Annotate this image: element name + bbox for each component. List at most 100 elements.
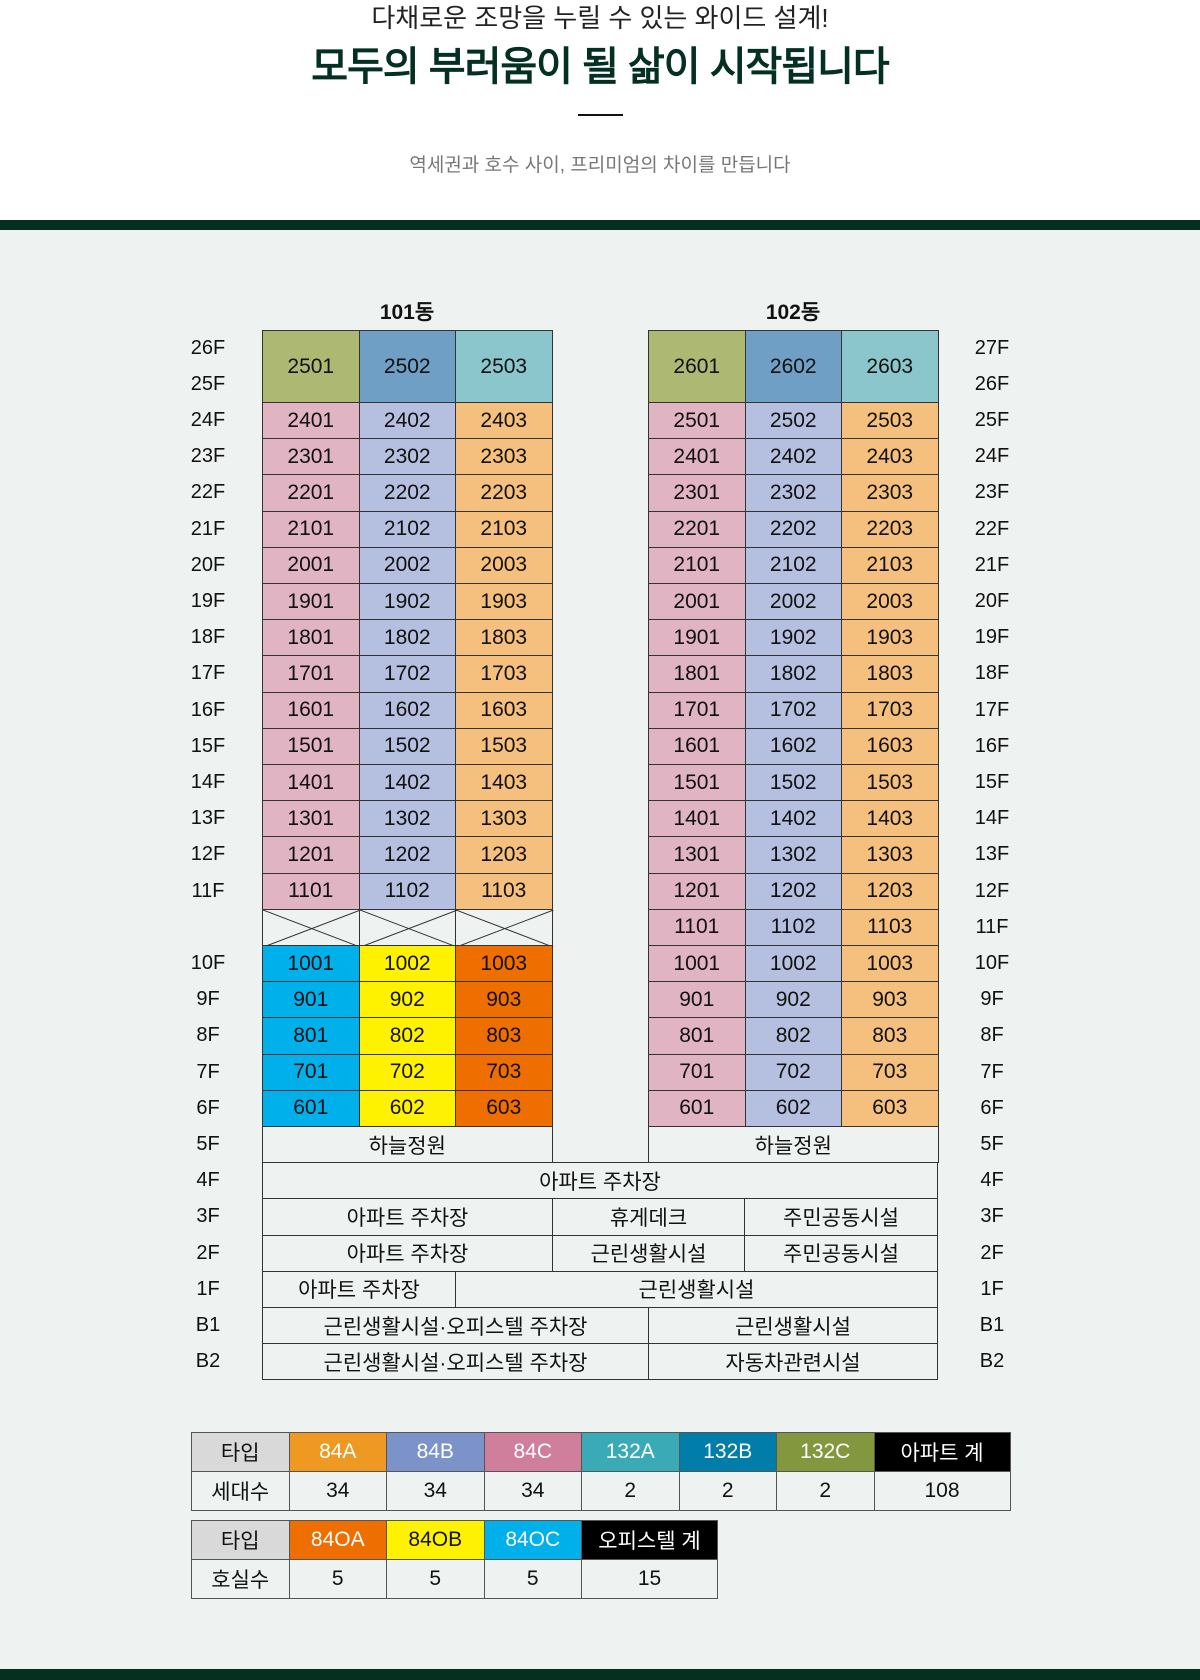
unit-cell: 1903 bbox=[841, 619, 939, 657]
floor-label: 14F bbox=[190, 771, 226, 793]
facility-cell: 휴게데크 bbox=[552, 1198, 745, 1236]
unit-cell: 2101 bbox=[648, 546, 746, 584]
facility-cell: 주민공동시설 bbox=[744, 1198, 938, 1236]
floor-label: 13F bbox=[190, 807, 226, 830]
unit-cell: 1703 bbox=[841, 691, 939, 729]
floor-label: 16F bbox=[190, 698, 226, 721]
unit-cell: 1403 bbox=[455, 764, 553, 802]
floor-label: 21F bbox=[974, 553, 1010, 576]
unit-cell: 802 bbox=[358, 1017, 456, 1055]
floor-label: 13F bbox=[974, 843, 1010, 866]
apartment-table-type: 132B bbox=[678, 1432, 777, 1472]
floor-label: 15F bbox=[190, 734, 226, 757]
unit-cell: 2301 bbox=[648, 474, 746, 512]
unit-cell: 1501 bbox=[262, 727, 360, 765]
unit-cell: 2203 bbox=[841, 510, 939, 548]
unit-cell: 1002 bbox=[358, 945, 456, 983]
floor-label: 27F bbox=[974, 337, 1010, 359]
unit-cell: 2303 bbox=[455, 438, 553, 476]
floor-label: 4F bbox=[196, 1169, 220, 1192]
unit-cell: 1402 bbox=[744, 800, 842, 838]
facility-cell: 근린생활시설 bbox=[648, 1307, 938, 1345]
apartment-table-count: 34 bbox=[483, 1471, 582, 1511]
void-cell bbox=[262, 908, 361, 947]
facility-cell: 자동차관련시설 bbox=[648, 1343, 938, 1381]
unit-cell: 1602 bbox=[358, 691, 456, 729]
unit-cell: 1701 bbox=[648, 691, 746, 729]
apartment-table-type: 132C bbox=[776, 1432, 875, 1472]
floor-label: 25F bbox=[190, 373, 226, 396]
unit-cell: 1703 bbox=[455, 655, 553, 693]
floor-label: 17F bbox=[974, 698, 1010, 721]
unit-cell: 1302 bbox=[744, 836, 842, 874]
unit-cell: 1501 bbox=[648, 764, 746, 802]
unit-cell: 2501 bbox=[262, 330, 360, 403]
facility-cell: 근린생활시설 bbox=[455, 1270, 938, 1308]
floor-label: 9F bbox=[196, 988, 220, 1011]
unit-cell: 702 bbox=[744, 1053, 842, 1091]
unit-cell: 601 bbox=[648, 1089, 746, 1127]
facility-cell: 아파트 주차장 bbox=[262, 1234, 553, 1272]
unit-cell: 1202 bbox=[744, 872, 842, 910]
unit-cell: 1701 bbox=[262, 655, 360, 693]
unit-cell: 802 bbox=[744, 1017, 842, 1055]
officetel-table-total-count: 15 bbox=[581, 1559, 718, 1599]
unit-cell: 1002 bbox=[744, 945, 842, 983]
unit-cell: 1601 bbox=[262, 691, 360, 729]
apartment-table-type: 84B bbox=[386, 1432, 485, 1472]
unit-cell: 1301 bbox=[262, 800, 360, 838]
header-subtitle: 다채로운 조망을 누릴 수 있는 와이드 설계! bbox=[371, 3, 829, 33]
unit-cell: 1901 bbox=[648, 619, 746, 657]
unit-cell: 1201 bbox=[262, 836, 360, 874]
apartment-table-count-label: 세대수 bbox=[191, 1471, 290, 1511]
floor-label: 8F bbox=[196, 1024, 220, 1047]
floor-label: 1F bbox=[980, 1277, 1004, 1300]
unit-cell: 2002 bbox=[358, 546, 456, 584]
unit-cell: 901 bbox=[262, 981, 360, 1019]
unit-cell: 1203 bbox=[841, 872, 939, 910]
floor-label: 23F bbox=[974, 481, 1010, 504]
officetel-table-type: 84OA bbox=[288, 1520, 387, 1560]
unit-cell: 801 bbox=[262, 1017, 360, 1055]
floor-label: 19F bbox=[974, 626, 1010, 649]
unit-cell: 1801 bbox=[262, 619, 360, 657]
unit-cell: 1302 bbox=[358, 800, 456, 838]
apartment-table-count: 34 bbox=[386, 1471, 485, 1511]
floor-label: 11F bbox=[975, 915, 1009, 938]
building-101-title: 101동 bbox=[379, 301, 435, 324]
unit-cell: 603 bbox=[841, 1089, 939, 1127]
unit-cell: 2101 bbox=[262, 510, 360, 548]
unit-cell: 702 bbox=[358, 1053, 456, 1091]
unit-cell: 1702 bbox=[358, 655, 456, 693]
unit-cell: 2603 bbox=[841, 330, 939, 403]
unit-cell: 2202 bbox=[744, 510, 842, 548]
top-band bbox=[0, 220, 1200, 230]
unit-cell: 2303 bbox=[841, 474, 939, 512]
floor-label: 26F bbox=[974, 373, 1010, 396]
unit-cell: 2503 bbox=[841, 402, 939, 440]
unit-cell: 2401 bbox=[262, 402, 360, 440]
floor-label: 16F bbox=[974, 734, 1010, 757]
unit-cell: 1303 bbox=[455, 800, 553, 838]
unit-cell: 1303 bbox=[841, 836, 939, 874]
sky-garden: 하늘정원 bbox=[262, 1126, 553, 1164]
officetel-table-count: 5 bbox=[483, 1559, 582, 1599]
facility-cell: 근린생활시설·오피스텔 주차장 bbox=[262, 1343, 649, 1381]
officetel-table-count: 5 bbox=[288, 1559, 387, 1599]
floor-label: 12F bbox=[190, 843, 226, 866]
unit-cell: 2403 bbox=[455, 402, 553, 440]
floor-label: B2 bbox=[979, 1350, 1005, 1373]
unit-cell: 1001 bbox=[262, 945, 360, 983]
unit-cell: 2502 bbox=[744, 402, 842, 440]
unit-cell: 1603 bbox=[841, 727, 939, 765]
unit-cell: 1901 bbox=[262, 583, 360, 621]
unit-cell: 903 bbox=[455, 981, 553, 1019]
floor-label: 10F bbox=[974, 952, 1010, 974]
officetel-table-type: 84OC bbox=[483, 1520, 582, 1560]
unit-cell: 601 bbox=[262, 1089, 360, 1127]
unit-cell: 2501 bbox=[648, 402, 746, 440]
floor-label: 6F bbox=[980, 1096, 1004, 1119]
floor-label: 24F bbox=[974, 445, 1010, 468]
facility-cell: 주민공동시설 bbox=[744, 1234, 938, 1272]
unit-cell: 902 bbox=[744, 981, 842, 1019]
